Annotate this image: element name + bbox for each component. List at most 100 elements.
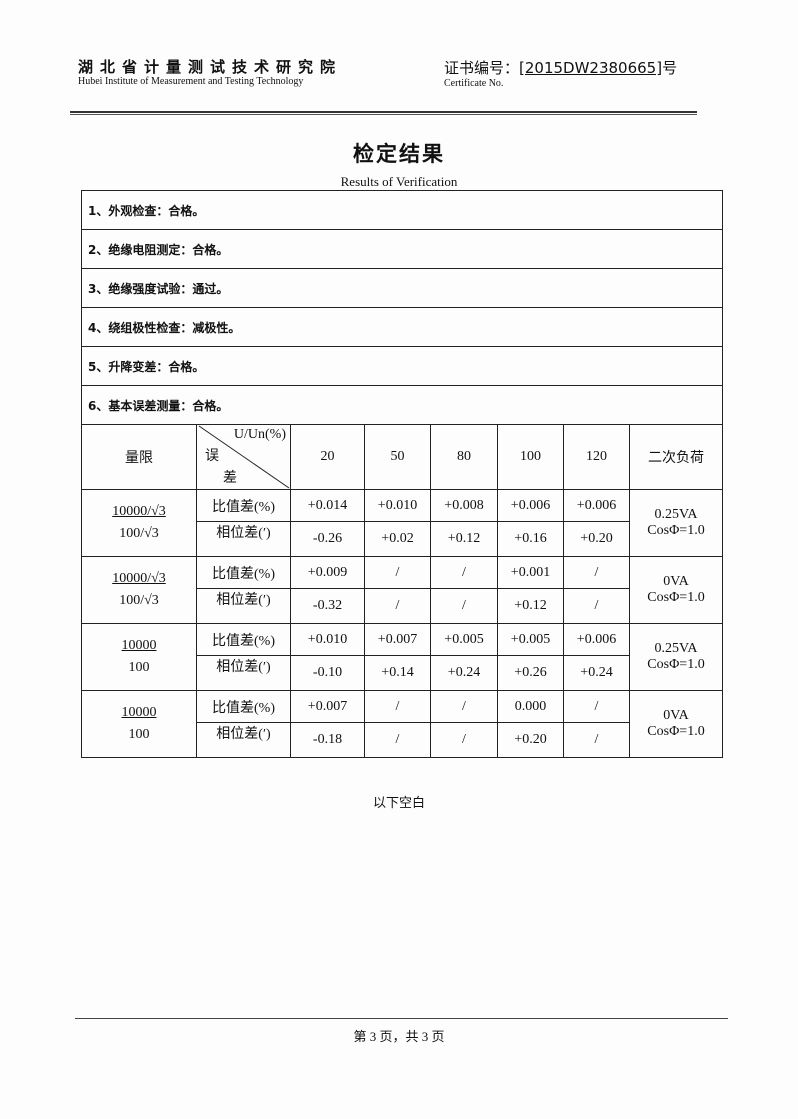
result-item: 2、绝缘电阻测定：合格。 <box>81 229 723 269</box>
range-primary: 10000 <box>121 638 157 653</box>
page-number: 第 3 页，共 3 页 <box>353 1029 445 1044</box>
phase-error-value: +0.16 <box>497 521 564 557</box>
ratio-error-value: +0.014 <box>290 489 365 522</box>
institute-name-en: Hubei Institute of Measurement and Testi… <box>78 76 304 87</box>
result-item: 6、基本误差测量：合格。 <box>81 385 723 425</box>
phase-error-value: -0.10 <box>290 655 365 691</box>
header-percent: 100 <box>497 424 564 490</box>
ratio-error-value: / <box>364 556 431 589</box>
result-item: 5、升降变差：合格。 <box>81 346 723 386</box>
ratio-error-value: +0.001 <box>497 556 564 589</box>
range-secondary: 100 <box>128 660 150 675</box>
range-secondary: 100/√3 <box>119 593 159 608</box>
result-item: 4、绕组极性检查：减极性。 <box>81 307 723 347</box>
range-secondary: 100 <box>128 727 150 742</box>
header-percent: 120 <box>563 424 630 490</box>
ratio-error-value: / <box>563 556 630 589</box>
cert-number-value: [2015DW2380665] <box>519 59 663 77</box>
ratio-error-value: +0.006 <box>563 489 630 522</box>
header-percent: 50 <box>364 424 431 490</box>
ratio-error-value: +0.007 <box>290 690 365 723</box>
burden-value: 0VA <box>663 574 689 589</box>
phase-error-value: +0.12 <box>497 588 564 624</box>
ratio-error-value: / <box>364 690 431 723</box>
phase-error-label: 相位差(′) <box>216 660 271 675</box>
footer-divider <box>75 1018 728 1019</box>
range-secondary: 100/√3 <box>119 526 159 541</box>
ratio-error-value: +0.005 <box>430 623 498 656</box>
phase-error-value: +0.12 <box>430 521 498 557</box>
header-percent: 20 <box>290 424 365 490</box>
cert-label-en: Certificate No. <box>444 78 504 89</box>
phase-error-value: +0.24 <box>430 655 498 691</box>
header-diagonal: U/Un(%) 误 差 <box>196 424 291 490</box>
burden-value: 0.25VA <box>654 641 698 656</box>
range-primary: 10000/√3 <box>112 571 166 586</box>
ratio-error-value: / <box>430 556 498 589</box>
header-divider-thin <box>70 114 697 115</box>
ratio-error-label: 比值差(%) <box>196 690 291 723</box>
range-primary: 10000 <box>121 705 157 720</box>
burden-cell: 0.25VA CosΦ=1.0 <box>629 489 723 557</box>
diag-bottom-label-2: 差 <box>223 471 237 486</box>
ratio-error-value: +0.008 <box>430 489 498 522</box>
result-item: 3、绝缘强度试验：通过。 <box>81 268 723 308</box>
phase-error-value: +0.24 <box>563 655 630 691</box>
power-factor: CosΦ=1.0 <box>647 724 705 739</box>
institute-name-cn: 湖北省计量测试技术研究院 <box>78 58 343 76</box>
phase-error-value: -0.26 <box>290 521 365 557</box>
ratio-error-value: +0.010 <box>290 623 365 656</box>
cert-label: 证书编号： <box>444 59 520 77</box>
burden-cell: 0VA CosΦ=1.0 <box>629 690 723 758</box>
header-burden: 二次负荷 <box>629 424 723 490</box>
ratio-error-value: +0.010 <box>364 489 431 522</box>
ratio-error-value: / <box>563 690 630 723</box>
range-cell: 10000 100 <box>81 623 197 691</box>
ratio-error-value: 0.000 <box>497 690 564 723</box>
ratio-error-value: +0.006 <box>497 489 564 522</box>
results-table: 1、外观检查：合格。 2、绝缘电阻测定：合格。 3、绝缘强度试验：通过。 4、绕… <box>81 190 723 758</box>
phase-error-value: / <box>563 588 630 624</box>
phase-error-value: +0.14 <box>364 655 431 691</box>
power-factor: CosΦ=1.0 <box>647 590 705 605</box>
cert-suffix: 号 <box>662 59 678 77</box>
burden-value: 0VA <box>663 708 689 723</box>
ratio-error-value: +0.005 <box>497 623 564 656</box>
phase-error-value: +0.20 <box>497 722 564 758</box>
ratio-error-value: / <box>430 690 498 723</box>
phase-error-value: / <box>430 588 498 624</box>
page-subtitle: Results of Verification <box>340 174 458 189</box>
result-item: 1、外观检查：合格。 <box>81 190 723 230</box>
range-cell: 10000 100 <box>81 690 197 758</box>
range-primary: 10000/√3 <box>112 504 166 519</box>
power-factor: CosΦ=1.0 <box>647 523 705 538</box>
ratio-error-value: +0.006 <box>563 623 630 656</box>
phase-error-value: +0.26 <box>497 655 564 691</box>
blank-below-note: 以下空白 <box>372 795 425 810</box>
range-cell: 10000/√3 100/√3 <box>81 556 197 624</box>
header-percent: 80 <box>430 424 498 490</box>
burden-cell: 0.25VA CosΦ=1.0 <box>629 623 723 691</box>
certificate-number: 证书编号：[2015DW2380665]号 <box>444 57 677 78</box>
ratio-error-value: +0.007 <box>364 623 431 656</box>
ratio-error-value: +0.009 <box>290 556 365 589</box>
burden-cell: 0VA CosΦ=1.0 <box>629 556 723 624</box>
burden-value: 0.25VA <box>654 507 698 522</box>
ratio-error-label: 比值差(%) <box>196 623 291 656</box>
phase-error-value: +0.20 <box>563 521 630 557</box>
ratio-error-label: 比值差(%) <box>196 489 291 522</box>
header-range: 量限 <box>81 424 197 490</box>
phase-error-value: / <box>364 588 431 624</box>
phase-error-label: 相位差(′) <box>216 526 271 541</box>
phase-error-label: 相位差(′) <box>216 727 271 742</box>
phase-error-value: / <box>430 722 498 758</box>
power-factor: CosΦ=1.0 <box>647 657 705 672</box>
phase-error-label: 相位差(′) <box>216 593 271 608</box>
diag-top-label: U/Un(%) <box>233 427 286 442</box>
page-title: 检定结果 <box>353 142 445 166</box>
diag-bottom-label-1: 误 <box>205 449 219 464</box>
header-divider <box>70 111 697 113</box>
phase-error-value: / <box>364 722 431 758</box>
phase-error-value: / <box>563 722 630 758</box>
